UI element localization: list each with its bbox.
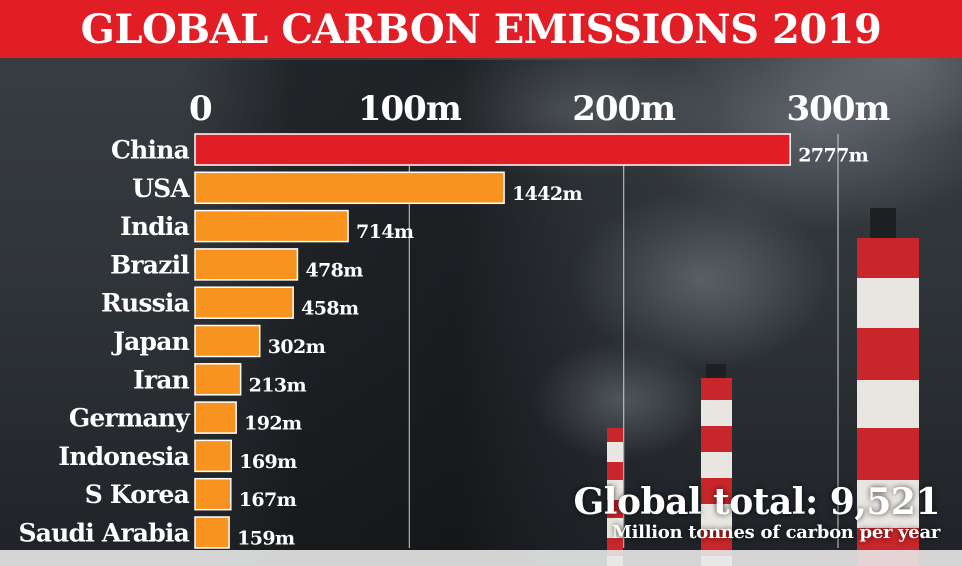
bar-brazil: [194, 248, 299, 281]
bar-russia: [194, 286, 294, 319]
global-total: Global total: 9,521: [573, 481, 941, 523]
category-label: Saudi Arabia: [19, 519, 190, 548]
data-label: 167m: [239, 489, 297, 511]
category-label: S Korea: [85, 480, 190, 509]
global-total-panel: Global total: 9,521 Million tonnes of ca…: [573, 481, 941, 544]
data-label: 159m: [237, 528, 295, 550]
data-label: 213m: [249, 374, 307, 396]
bar-saudi-arabia: [194, 516, 230, 549]
bar-japan: [194, 324, 261, 358]
bar-s-korea: [194, 477, 232, 511]
chart-title: GLOBAL CARBON EMISSIONS 2019: [80, 5, 882, 53]
category-label: Germany: [69, 404, 191, 433]
bar-indonesia: [194, 439, 232, 473]
category-label: Russia: [101, 289, 190, 318]
smokestack-large: [857, 208, 919, 566]
data-label: 192m: [244, 413, 302, 435]
global-total-unit: Million tonnes of carbon per year: [612, 522, 940, 543]
axis-tick-label: 0: [189, 89, 212, 129]
data-label: 458m: [301, 298, 359, 320]
category-label: China: [111, 136, 190, 165]
data-label: 2777m: [798, 145, 868, 167]
data-label: 1442m: [512, 183, 582, 205]
title-banner: GLOBAL CARBON EMISSIONS 2019: [0, 0, 962, 58]
axis-tick-label: 300m: [787, 89, 891, 129]
bar-germany: [194, 401, 237, 434]
category-label: USA: [132, 174, 190, 203]
category-label: India: [120, 212, 190, 241]
category-label: Indonesia: [58, 442, 189, 471]
bar-china: [194, 133, 791, 166]
bar-iran: [194, 363, 242, 396]
data-label: 714m: [356, 221, 414, 243]
bar-usa: [194, 171, 505, 205]
category-label: Brazil: [110, 250, 189, 279]
data-label: 169m: [239, 451, 297, 473]
axis-tick-label: 200m: [572, 89, 676, 129]
category-label: Iran: [133, 365, 190, 394]
bar-india: [194, 209, 349, 243]
data-label: 478m: [305, 259, 363, 281]
category-label: Japan: [111, 327, 190, 356]
data-label: 302m: [268, 336, 326, 358]
smokestack-medium: [701, 364, 732, 566]
axis-tick-label: 100m: [358, 89, 462, 129]
